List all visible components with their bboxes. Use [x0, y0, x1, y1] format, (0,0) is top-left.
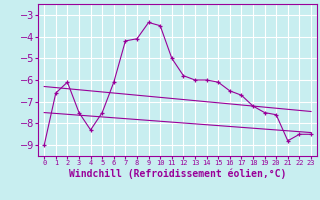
X-axis label: Windchill (Refroidissement éolien,°C): Windchill (Refroidissement éolien,°C)	[69, 169, 286, 179]
